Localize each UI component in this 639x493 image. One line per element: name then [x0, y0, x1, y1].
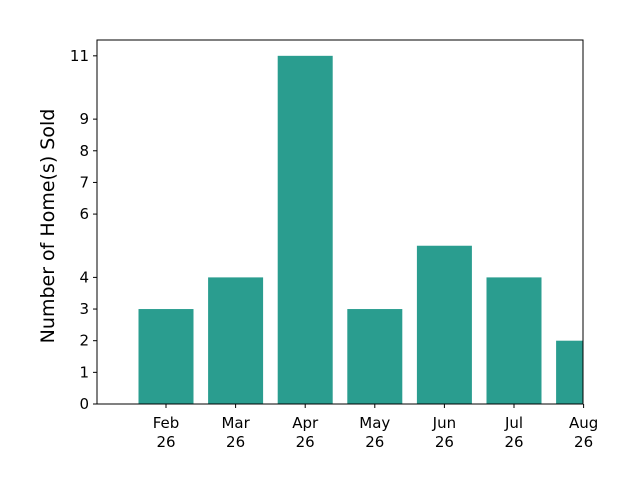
bars-group: [138, 55, 583, 405]
x-tick-label: 26: [435, 433, 454, 451]
x-tick-label: Jul: [504, 414, 523, 432]
x-tick-label: 26: [574, 433, 593, 451]
y-tick-label: 1: [79, 363, 89, 381]
x-tick-label: Mar: [221, 414, 250, 432]
x-tick-label: 26: [504, 433, 523, 451]
x-tick-label: May: [359, 414, 390, 432]
bar-aug-26: [556, 340, 583, 404]
y-tick-label: 8: [79, 142, 89, 160]
bar-apr-26: [277, 55, 333, 405]
x-tick-label: 26: [365, 433, 384, 451]
x-tick-label: Feb: [153, 414, 180, 432]
y-tick-label: 3: [79, 300, 89, 318]
x-tick-label: 26: [156, 433, 175, 451]
y-axis-label: Number of Home(s) Sold: [37, 109, 59, 344]
y-tick-label: 2: [79, 332, 89, 350]
bar-jul-26: [486, 277, 542, 404]
y-tick-label: 7: [79, 173, 89, 191]
x-tick-label: Apr: [292, 414, 319, 432]
plot-frame: [96, 39, 584, 405]
bar-feb-26: [138, 309, 194, 404]
y-tick-label: 9: [79, 110, 89, 128]
y-tick-label: 6: [79, 205, 89, 223]
bar-mar-26: [208, 277, 264, 404]
y-axis-ticks: 0 1 2 3 4 6 7 8 9 11: [70, 47, 97, 413]
x-tick-label: 26: [226, 433, 245, 451]
bar-may-26: [347, 309, 403, 404]
y-tick-label: 0: [79, 395, 89, 413]
x-tick-label: Aug: [569, 414, 598, 432]
x-tick-label: 26: [296, 433, 315, 451]
x-tick-label: Jun: [432, 414, 456, 432]
y-tick-label: 4: [79, 268, 89, 286]
y-tick-label: 11: [70, 47, 89, 65]
bar-jun-26: [416, 245, 472, 404]
